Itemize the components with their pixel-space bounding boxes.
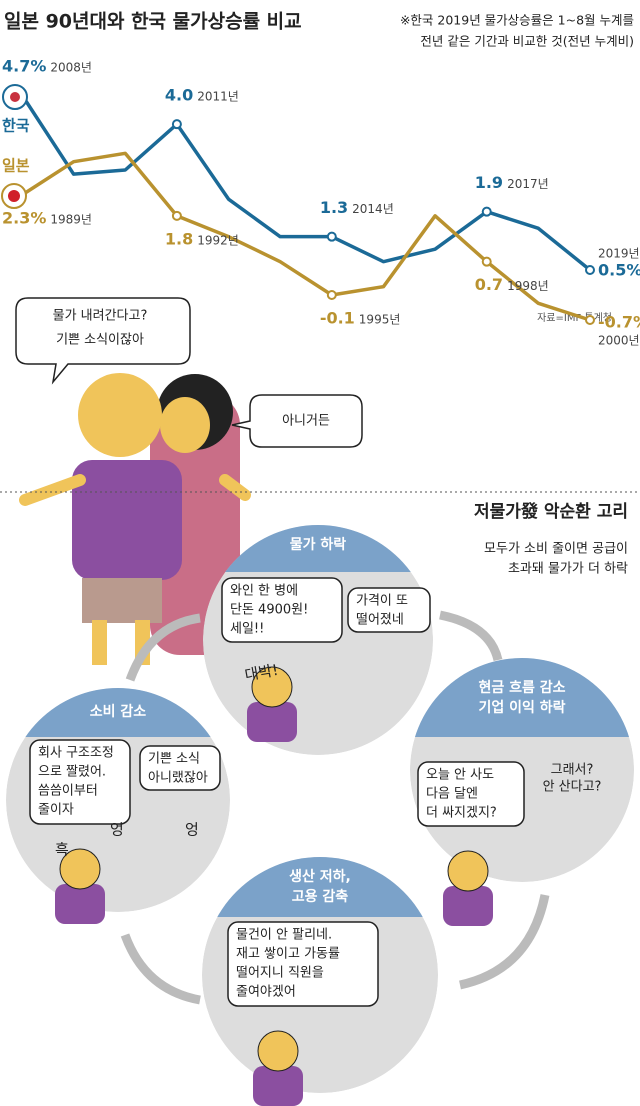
legend-marker — [10, 92, 20, 102]
stage-title: 생산 저하, — [289, 868, 351, 885]
value-label: 4.0 — [165, 86, 193, 105]
cycle-title: 저물가發 악순환 고리 — [474, 501, 628, 522]
point — [326, 290, 337, 300]
bubble-text: 떨어졌네 — [356, 613, 404, 628]
bubble-text: 줄여야겠어 — [236, 985, 296, 1000]
point — [171, 210, 182, 221]
bubble-text: 아니랬잖아 — [148, 771, 208, 786]
x-label: 2000년 — [598, 334, 640, 348]
sound-text: 엉 — [110, 821, 124, 839]
sound-text: 대박! — [243, 661, 279, 685]
bubble-text: 물건이 안 팔리네. — [236, 928, 332, 943]
value-label: 4.7% — [2, 57, 46, 76]
point — [171, 119, 182, 130]
figure-body — [247, 702, 297, 742]
cycle-subtitle: 모두가 소비 줄이면 공급이 — [484, 542, 628, 557]
line-chart: 4.7% 2008년 4.0 2011년 1.3 2014년 1.9 2017년 0.5%201… — [1, 57, 640, 348]
speech-bubble — [29, 739, 131, 825]
value-label: 0.7 — [475, 275, 503, 294]
value-label: 0.5% — [598, 261, 640, 280]
x-label: 1998년 — [507, 279, 549, 293]
point — [481, 206, 492, 217]
point — [585, 265, 595, 275]
bubble-text: 기쁜 소식 — [148, 752, 200, 767]
bubble-text: 더 싸지겠지? — [426, 806, 497, 821]
cycle-arrows — [120, 610, 550, 1005]
figure-head — [59, 848, 101, 890]
speech-bubble — [417, 761, 525, 827]
note: 전년 같은 기간과 비교한 것(전년 누계비) — [420, 34, 634, 49]
stage-title: 물가 하락 — [290, 536, 347, 553]
x-label: 1992년 — [197, 233, 239, 247]
series-line — [20, 94, 592, 272]
speech-bubble — [231, 394, 363, 448]
sound-text: 안 산다고? — [543, 780, 602, 795]
x-label: 1989년 — [50, 213, 92, 227]
point — [481, 256, 492, 267]
bubble-text: 떨어지니 직원을 — [236, 966, 324, 981]
figure-head — [257, 1030, 299, 1072]
point — [585, 315, 595, 325]
value-label: 1.8 — [165, 229, 193, 248]
sound-text: 그래서? — [551, 763, 594, 778]
x-label: 2008년 — [50, 61, 92, 75]
bubble-text: 씀씀이부터 — [38, 784, 98, 799]
sound-text: 엉 — [185, 821, 199, 839]
cycle-subtitle: 초과돼 물가가 더 하락 — [508, 562, 628, 577]
note: ※한국 2019년 물가상승률은 1~8월 누계를 — [400, 13, 634, 28]
x-label: 2019년 — [598, 247, 640, 261]
bubble-text: 와인 한 병에 — [230, 584, 298, 599]
value-label: 2.3% — [2, 209, 46, 228]
speech-bubble — [347, 587, 431, 633]
bubble-text: 기쁜 소식이잖아 — [56, 333, 144, 348]
legend-marker — [8, 190, 20, 202]
stage-title: 소비 감소 — [90, 703, 147, 720]
bubble-text: 으로 짤렸어. — [38, 765, 106, 780]
bubble-text: 물가 내려간다고? — [53, 309, 148, 324]
x-label: 2014년 — [352, 202, 394, 216]
bubble-text: 세일!! — [230, 622, 264, 637]
figure-body — [55, 884, 105, 924]
legend-label: 한국 — [2, 117, 30, 135]
bubble-text: 회사 구조조정 — [38, 746, 114, 761]
value-label: -0.7% — [598, 313, 640, 332]
sound-text: 흑 — [55, 841, 69, 859]
legend-label: 일본 — [2, 157, 30, 175]
series-line — [21, 151, 591, 322]
value-label: -0.1 — [320, 309, 355, 328]
stage-title: 기업 이익 하락 — [478, 699, 565, 716]
x-label: 2011년 — [197, 90, 239, 104]
speech-bubble — [15, 297, 191, 385]
value-label: 1.9 — [475, 173, 503, 192]
x-label: 1995년 — [359, 313, 401, 327]
figure-head — [447, 850, 489, 892]
stage-title: 현금 흐름 감소 — [478, 679, 565, 696]
chart-title: 일본 90년대와 한국 물가상승률 비교 — [4, 11, 302, 33]
speech-bubble — [139, 745, 221, 791]
figure-body — [443, 886, 493, 926]
figure-head — [251, 666, 293, 708]
bubble-text: 가격이 또 — [356, 594, 408, 609]
figure-body — [253, 1066, 303, 1106]
bubble-text: 단돈 4900원! — [230, 603, 308, 618]
bubble-text: 재고 쌓이고 가동률 — [236, 947, 340, 962]
bubble-text: 아니거든 — [282, 414, 330, 429]
bubble-text: 다음 달엔 — [426, 787, 478, 802]
stage-title: 고용 감축 — [292, 888, 349, 905]
speech-bubble — [227, 921, 379, 1007]
bubble-text: 줄이자 — [38, 803, 74, 818]
point — [326, 231, 337, 242]
bubble-text: 오늘 안 사도 — [426, 768, 494, 783]
speech-bubble — [221, 577, 343, 643]
value-label: 1.3 — [320, 198, 348, 217]
x-label: 2017년 — [507, 177, 549, 191]
